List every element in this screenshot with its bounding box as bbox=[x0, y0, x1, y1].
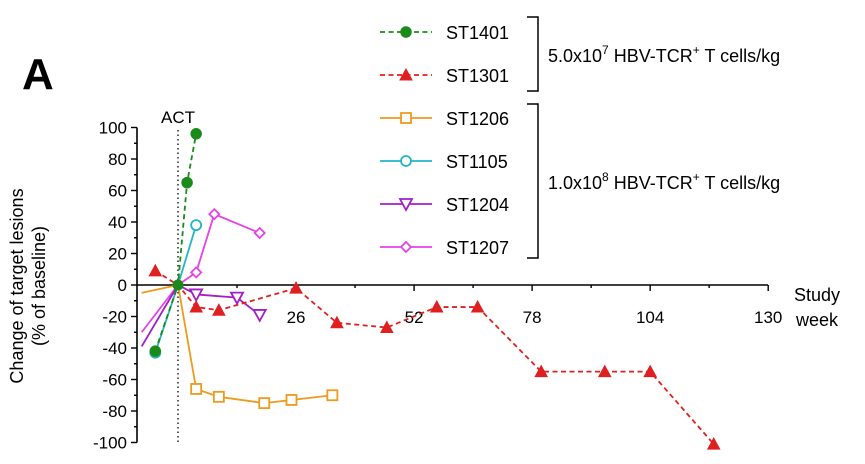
data-point bbox=[400, 112, 412, 124]
y-tick-label: 0 bbox=[118, 276, 127, 295]
data-point bbox=[189, 266, 203, 279]
group2-exponent: 8 bbox=[602, 170, 609, 184]
data-point bbox=[189, 300, 204, 313]
x-axis-title-line2: week bbox=[795, 310, 839, 330]
data-point bbox=[534, 364, 549, 378]
x-tick-label: 130 bbox=[754, 308, 782, 327]
data-point bbox=[470, 300, 485, 313]
y-axis-title-line1: Change of target lesions bbox=[7, 188, 27, 383]
y-tick-label: -60 bbox=[102, 371, 127, 390]
x-axis-title-line1: Study bbox=[794, 285, 840, 305]
data-point bbox=[399, 240, 413, 254]
group2-sup: + bbox=[693, 170, 700, 184]
legend-item-st1207: ST1207 bbox=[380, 238, 509, 258]
data-point bbox=[597, 364, 612, 378]
group2-main: HBV-TCR bbox=[609, 173, 693, 193]
data-point bbox=[190, 219, 203, 232]
data-point bbox=[398, 198, 414, 212]
legend-item-st1301: ST1301 bbox=[380, 66, 509, 86]
data-point bbox=[399, 67, 413, 81]
data-point bbox=[190, 383, 203, 395]
data-point bbox=[429, 300, 444, 313]
data-point bbox=[149, 345, 162, 357]
data-point bbox=[208, 207, 221, 221]
group1-prefix: 5.0x10 bbox=[548, 46, 602, 66]
data-point bbox=[148, 263, 163, 277]
group-brackets: 5.0x107 HBV-TCR+ T cells/kg 1.0x108 HBV-… bbox=[527, 16, 780, 259]
series-st1301 bbox=[148, 263, 721, 450]
data-point bbox=[181, 176, 193, 189]
legend-label: ST1204 bbox=[446, 195, 509, 215]
data-point bbox=[289, 281, 303, 294]
data-point bbox=[400, 26, 412, 38]
data-point bbox=[253, 226, 266, 240]
legend-label: ST1207 bbox=[446, 238, 509, 258]
y-tick-label: -100 bbox=[93, 434, 127, 453]
x-tick-label: 104 bbox=[636, 308, 664, 327]
data-point bbox=[212, 390, 225, 403]
y-tick-label: 40 bbox=[108, 213, 127, 232]
group1-end: T cells/kg bbox=[700, 46, 780, 66]
legend-label: ST1105 bbox=[446, 152, 508, 172]
y-tick-label: -80 bbox=[102, 402, 127, 421]
y-axis-title-line2: (% of baseline) bbox=[29, 226, 49, 346]
group-label-low-dose: 1.0x108 HBV-TCR+ T cells/kg bbox=[548, 170, 780, 193]
legend-item-st1105: ST1105 bbox=[380, 152, 508, 172]
group1-exponent: 7 bbox=[602, 43, 609, 57]
data-point bbox=[326, 389, 339, 402]
y-axis-title: Change of target lesions (% of baseline) bbox=[7, 188, 49, 383]
group2-prefix: 1.0x10 bbox=[548, 173, 602, 193]
data-point bbox=[379, 320, 394, 334]
panel-letter: A bbox=[22, 50, 54, 99]
group1-main: HBV-TCR bbox=[609, 46, 693, 66]
data-point bbox=[706, 437, 721, 450]
group2-end: T cells/kg bbox=[700, 173, 780, 193]
group1-sup: + bbox=[693, 43, 700, 57]
series-layer bbox=[140, 128, 721, 450]
series-line bbox=[154, 133, 198, 352]
data-point bbox=[188, 288, 204, 303]
legend: ST1401 ST1301 ST1206 ST1105 ST1204 ST1207 bbox=[380, 23, 509, 258]
bracket-low-dose bbox=[527, 103, 539, 259]
origin-point bbox=[172, 279, 184, 291]
data-point bbox=[190, 128, 202, 140]
series-st1207 bbox=[140, 207, 266, 333]
legend-label: ST1301 bbox=[446, 66, 509, 86]
data-point bbox=[229, 291, 245, 306]
legend-label: ST1401 bbox=[446, 23, 509, 43]
legend-item-st1401: ST1401 bbox=[380, 23, 509, 43]
bracket-high-dose bbox=[527, 16, 539, 92]
data-point bbox=[285, 394, 298, 406]
act-label: ACT bbox=[161, 108, 195, 127]
axes: 100 80 60 40 20 0 -20 -40 -60 -80 -100 26 52 78 104 130 bbox=[93, 119, 782, 453]
data-point bbox=[643, 364, 658, 378]
data-point bbox=[400, 155, 412, 167]
y-tick-label: -20 bbox=[102, 308, 127, 327]
y-tick-label: -40 bbox=[102, 339, 127, 358]
group-label-high-dose: 5.0x107 HBV-TCR+ T cells/kg bbox=[548, 43, 780, 66]
data-point bbox=[212, 303, 226, 316]
legend-item-st1206: ST1206 bbox=[380, 109, 509, 129]
y-tick-label: 100 bbox=[99, 119, 127, 138]
series-st1401 bbox=[149, 128, 202, 357]
y-tick-label: 20 bbox=[108, 245, 127, 264]
x-tick-label: 52 bbox=[405, 308, 424, 327]
data-point bbox=[330, 315, 344, 329]
x-tick-label: 26 bbox=[287, 308, 306, 327]
y-tick-label: 80 bbox=[108, 150, 127, 169]
y-tick-label: 60 bbox=[108, 182, 127, 201]
data-point bbox=[252, 309, 268, 323]
legend-label: ST1206 bbox=[446, 109, 509, 129]
x-tick-label: 78 bbox=[523, 308, 542, 327]
legend-item-st1204: ST1204 bbox=[380, 195, 509, 215]
data-point bbox=[258, 397, 271, 410]
